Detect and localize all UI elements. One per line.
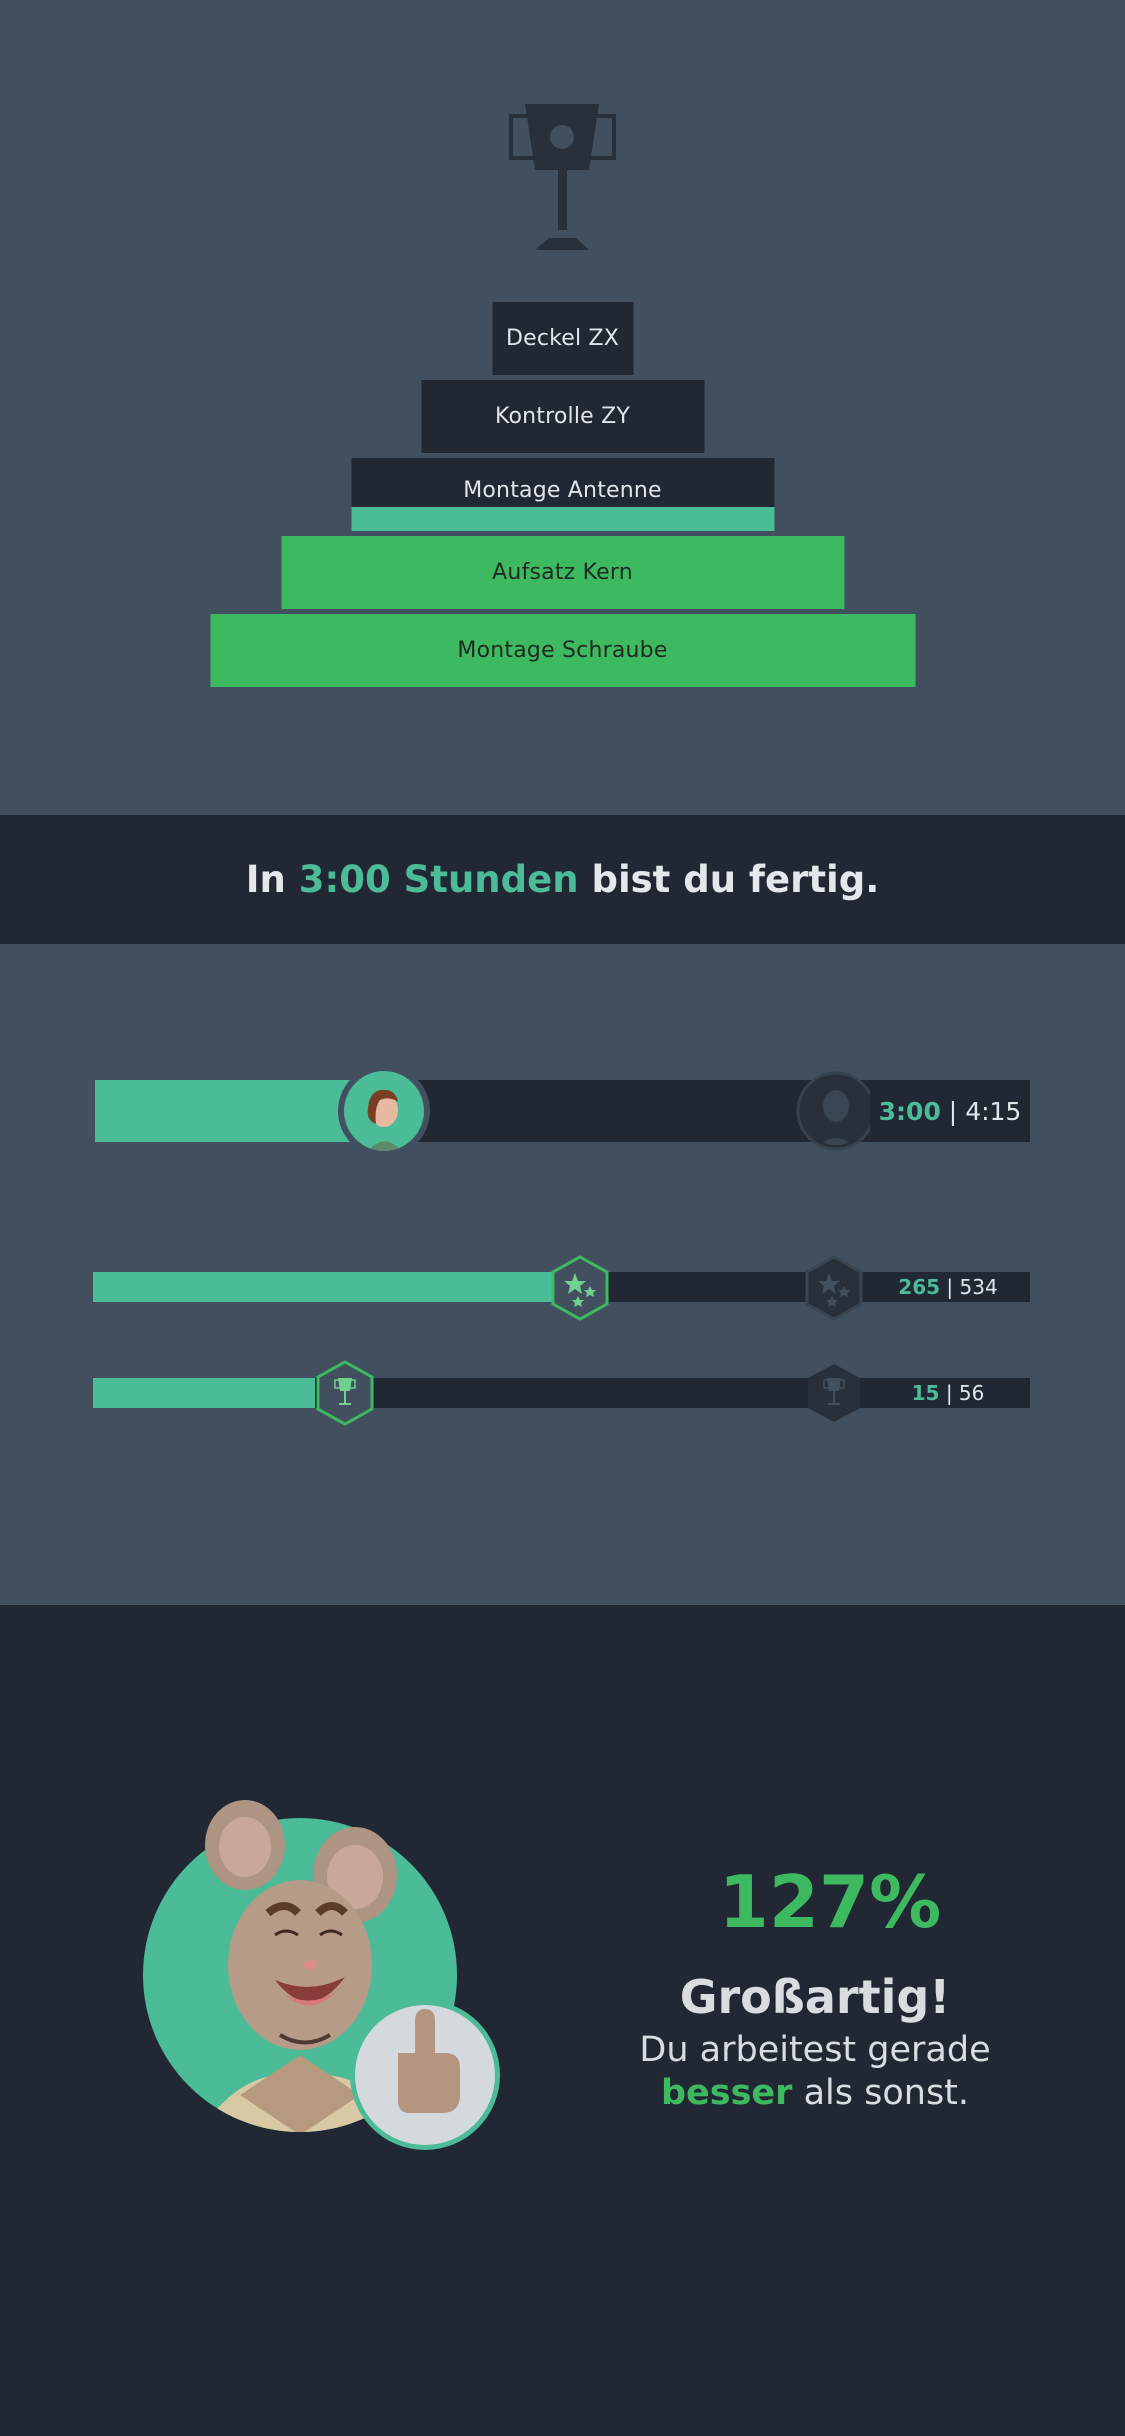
time-separator: |: [948, 1096, 958, 1126]
trophies-value: 15 | 56: [866, 1378, 1030, 1408]
stars-value: 265 | 534: [866, 1272, 1030, 1302]
pyramid-step-kontrolle-zy[interactable]: Kontrolle ZY: [421, 380, 704, 453]
stars-separator: |: [946, 1275, 954, 1299]
avatar[interactable]: [332, 1064, 436, 1158]
stars-target-icon: [805, 1255, 863, 1321]
pyramid-step-label: Montage Schraube: [457, 638, 668, 663]
trophies-total: 56: [958, 1381, 985, 1405]
result-line2-highlight: besser: [660, 2073, 793, 2113]
stars-badge-icon: [551, 1255, 609, 1321]
performance-percent: 127%: [718, 1860, 942, 1944]
pyramid-section: Deckel ZX Kontrolle ZY Montage Antenne A…: [0, 0, 1125, 815]
result-section: 127% Großartig! Du arbeitest gerade bess…: [0, 1605, 1125, 2436]
result-line2: besser als sonst.: [600, 2073, 1030, 2113]
banner-suffix: bist du fertig.: [591, 858, 880, 901]
pyramid-step-progress-fill: [351, 507, 774, 531]
pyramid-step-label: Deckel ZX: [505, 326, 620, 351]
trophies-separator: |: [945, 1381, 953, 1405]
result-line1: Du arbeitest gerade: [639, 2030, 991, 2070]
progress-section: 3:00 | 4:15 265 | 534 15: [0, 944, 1125, 1605]
pyramid-step-deckel-zx[interactable]: Deckel ZX: [492, 302, 633, 375]
trophies-current: 15: [911, 1381, 940, 1405]
stars-total: 534: [959, 1275, 998, 1299]
time-value: 3:00 | 4:15: [870, 1080, 1030, 1142]
remaining-time-banner: In 3:00 Stunden bist du fertig.: [0, 815, 1125, 944]
result-line2-rest: als sonst.: [803, 2073, 970, 2113]
mascot-illustration: [143, 1800, 500, 2150]
trophies-target-icon: [808, 1364, 860, 1422]
result-title: Großartig!: [679, 1970, 951, 2024]
pyramid-step-label: Montage Antenne: [463, 478, 662, 503]
pyramid-step-montage-antenne[interactable]: Montage Antenne: [351, 458, 774, 531]
pyramid-step-label: Aufsatz Kern: [492, 560, 633, 585]
trophy-icon: [509, 104, 616, 250]
banner-prefix: In: [245, 858, 286, 901]
stars-progress-fill: [93, 1272, 553, 1302]
trophies-progress-fill: [93, 1378, 315, 1408]
trophies-badge-icon: [316, 1360, 374, 1426]
time-current: 3:00: [878, 1096, 941, 1126]
pyramid-step-aufsatz-kern[interactable]: Aufsatz Kern: [281, 536, 844, 609]
time-progress-fill: [95, 1080, 385, 1142]
banner-highlight: 3:00 Stunden: [298, 858, 579, 901]
time-total: 4:15: [965, 1096, 1022, 1126]
target-avatar-icon: [796, 1071, 876, 1151]
stars-current: 265: [898, 1275, 941, 1299]
pyramid-step-montage-schraube[interactable]: Montage Schraube: [210, 614, 915, 687]
pyramid-step-label: Kontrolle ZY: [494, 404, 631, 429]
